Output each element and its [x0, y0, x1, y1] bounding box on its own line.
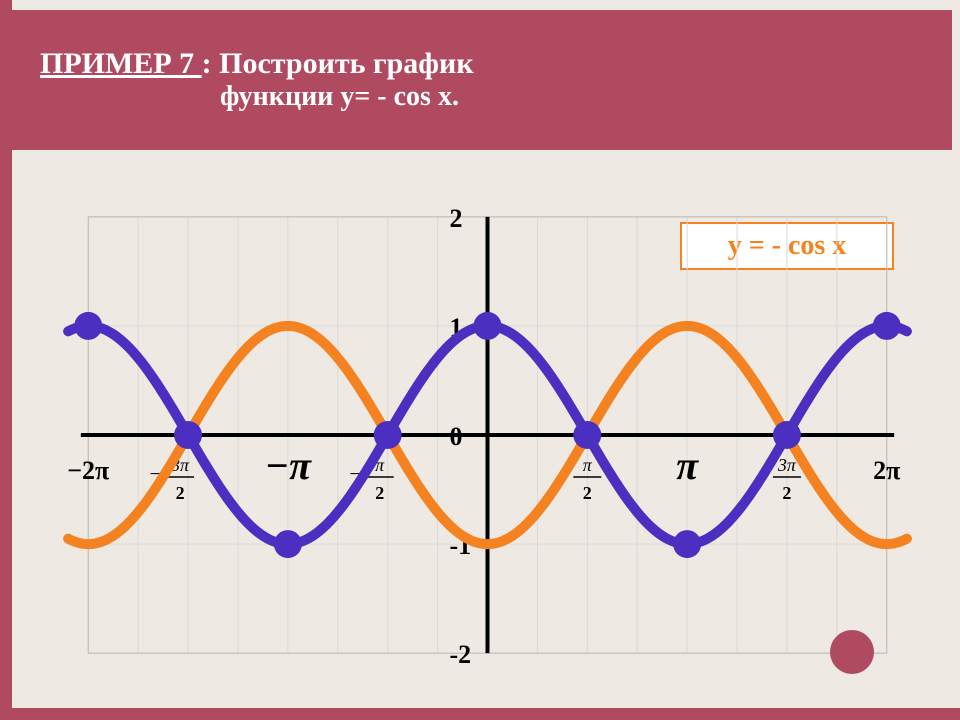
- x-tick-label: π: [676, 443, 699, 488]
- cos-key-point: [374, 421, 402, 449]
- header-example-number: ПРИМЕР 7: [40, 47, 202, 80]
- header-line2: функции y= - cos x.: [220, 81, 952, 113]
- cos-key-point: [573, 421, 601, 449]
- function-chart: 210-1-2−2π−3π2−π−π2π2π3π22π: [30, 195, 945, 675]
- slide-header: ПРИМЕР 7 : Построить график функции y= -…: [12, 10, 952, 150]
- svg-text:2: 2: [583, 483, 592, 503]
- cos-key-point: [873, 312, 901, 340]
- x-tick-label: −2π: [67, 456, 109, 485]
- x-tick-label: 2π: [873, 456, 900, 485]
- cos-key-point: [673, 530, 701, 558]
- header-line1-suffix: : Построить график: [202, 47, 474, 80]
- svg-text:2: 2: [176, 483, 185, 503]
- svg-text:3π: 3π: [777, 455, 797, 475]
- cos-key-point: [773, 421, 801, 449]
- svg-text:2: 2: [375, 483, 384, 503]
- cos-key-point: [74, 312, 102, 340]
- svg-text:π: π: [583, 455, 593, 475]
- cos-key-point: [474, 312, 502, 340]
- x-tick-label: −π: [265, 443, 312, 488]
- bottom-bar: [0, 708, 960, 720]
- y-tick-label: 0: [450, 422, 463, 451]
- cos-key-point: [274, 530, 302, 558]
- y-tick-label: -2: [450, 640, 472, 669]
- cos-key-point: [174, 421, 202, 449]
- corner-dot-icon: [830, 630, 874, 674]
- y-tick-label: 2: [450, 204, 463, 233]
- left-bar: [0, 0, 12, 720]
- svg-text:2: 2: [782, 483, 791, 503]
